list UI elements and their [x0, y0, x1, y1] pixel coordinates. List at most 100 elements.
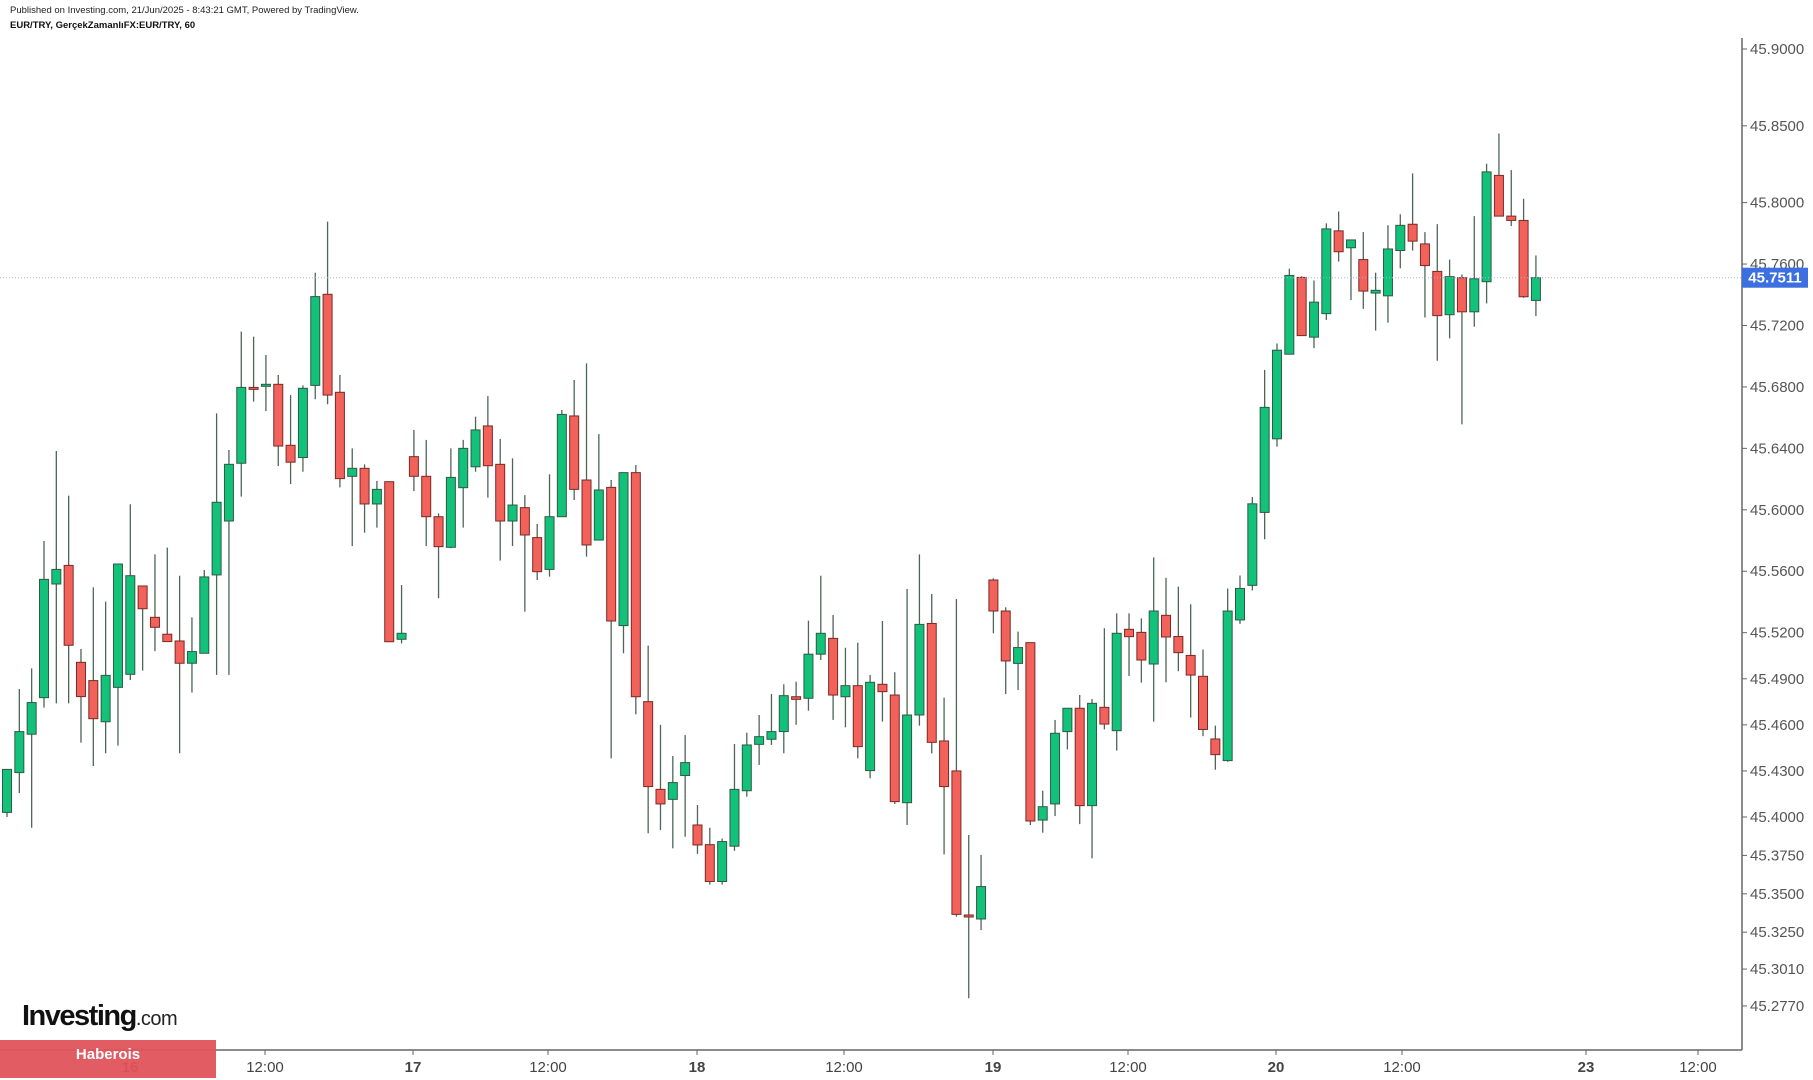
- candle: [606, 480, 617, 759]
- candle-body-up: [371, 488, 382, 505]
- haberois-banner: Haberois: [0, 1040, 216, 1078]
- candle-body-down: [162, 633, 173, 643]
- candle: [840, 647, 851, 728]
- candle-body-up: [544, 516, 555, 570]
- candle-body-down: [384, 481, 395, 643]
- logo-brand: Investing: [22, 1000, 137, 1032]
- candle-body-down: [273, 383, 284, 447]
- candle: [1173, 586, 1184, 672]
- candle: [1099, 628, 1110, 730]
- candle-body-up: [310, 296, 321, 386]
- candle-body-up: [729, 788, 740, 847]
- candle-body-up: [2, 768, 12, 813]
- candle-body-down: [704, 844, 715, 883]
- candle-body-down: [1099, 706, 1110, 725]
- candle-body-down: [1198, 675, 1209, 730]
- candle: [828, 615, 839, 720]
- candle-body-down: [1173, 636, 1184, 654]
- y-tick-label: 45.4300: [1750, 763, 1804, 780]
- candle: [149, 554, 160, 652]
- candle-body-up: [1111, 632, 1122, 732]
- x-tick-label: 12:00: [1109, 1059, 1147, 1076]
- candle-body-up: [51, 568, 62, 585]
- candle: [1321, 223, 1332, 320]
- candle: [75, 648, 86, 743]
- x-tick-label: 20: [1268, 1059, 1285, 1076]
- candle: [778, 684, 789, 754]
- candle: [199, 570, 210, 654]
- x-axis-ticks: 1612:001712:001812:001912:002012:002312:…: [122, 1050, 1717, 1076]
- candle-body-down: [877, 683, 888, 693]
- candle-body-down: [1493, 174, 1504, 217]
- y-tick-label: 45.5200: [1750, 625, 1804, 642]
- candle: [988, 578, 999, 634]
- candle: [1111, 613, 1122, 751]
- candle: [359, 464, 370, 533]
- candle-body-down: [88, 680, 99, 720]
- candle: [1161, 577, 1172, 683]
- candle-body-up: [26, 702, 37, 735]
- candle: [334, 374, 345, 488]
- x-tick-label: 23: [1578, 1059, 1595, 1076]
- candle: [692, 805, 703, 854]
- candle-body-up: [211, 501, 222, 576]
- candle: [1198, 649, 1209, 737]
- candle-body-up: [1469, 278, 1480, 313]
- candle: [1235, 575, 1245, 624]
- candle: [655, 724, 666, 831]
- candle: [1185, 604, 1196, 718]
- candle: [1259, 369, 1270, 540]
- candle-body-down: [1419, 243, 1430, 267]
- candle-body-up: [1235, 587, 1245, 621]
- candle-body-up: [445, 476, 456, 548]
- x-tick-label: 18: [689, 1059, 706, 1076]
- candle-body-up: [1037, 806, 1048, 821]
- candle-body-up: [125, 575, 136, 675]
- candle-body-down: [951, 770, 962, 915]
- candle-body-up: [1148, 610, 1159, 665]
- candle: [507, 458, 518, 547]
- candle: [236, 331, 247, 497]
- candle: [1050, 719, 1061, 817]
- candle: [162, 547, 173, 643]
- candle: [1506, 170, 1517, 227]
- candle: [951, 599, 962, 917]
- candle: [729, 744, 740, 851]
- x-tick-label: 12:00: [825, 1059, 863, 1076]
- candle: [384, 481, 395, 643]
- candle-body-up: [347, 467, 358, 477]
- candle: [2, 768, 12, 817]
- candle: [532, 523, 543, 580]
- candle: [297, 385, 308, 472]
- candle-body-down: [643, 701, 654, 788]
- candle-body-up: [1087, 702, 1098, 807]
- candle-body-up: [902, 714, 913, 804]
- candle-body-down: [1185, 654, 1196, 676]
- candle: [815, 575, 826, 661]
- candle: [618, 472, 629, 654]
- candle-body-up: [1481, 171, 1492, 283]
- y-tick-label: 45.7200: [1750, 317, 1804, 334]
- candle-body-up: [1382, 248, 1393, 297]
- candle-body-up: [1271, 349, 1282, 440]
- candle-body-down: [248, 386, 259, 390]
- candle-body-down: [519, 507, 530, 536]
- y-tick-label: 45.4900: [1750, 671, 1804, 688]
- candle: [803, 620, 814, 711]
- candle: [1210, 725, 1221, 770]
- candle: [125, 504, 136, 680]
- candle-body-down: [828, 637, 839, 696]
- candle: [260, 354, 271, 412]
- candle: [889, 672, 900, 804]
- candle-body-down: [322, 293, 333, 396]
- candle-body-up: [1308, 301, 1319, 338]
- candle: [347, 448, 358, 547]
- candle-body-down: [532, 537, 543, 573]
- x-tick-label: 19: [985, 1059, 1002, 1076]
- candle-body-up: [1222, 610, 1233, 762]
- candle-body-down: [1000, 610, 1011, 662]
- candle: [1370, 272, 1381, 331]
- candle-body-up: [741, 744, 752, 792]
- candle: [963, 834, 974, 999]
